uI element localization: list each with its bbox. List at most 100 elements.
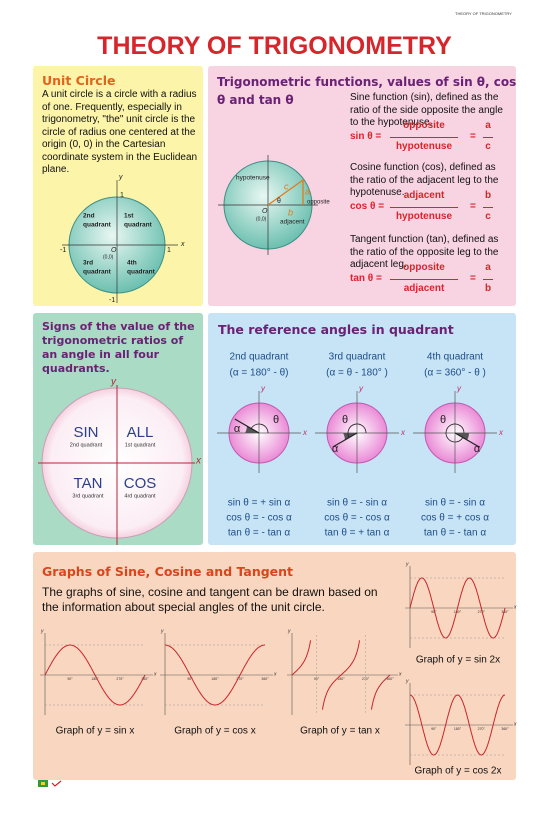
alpha-label: α bbox=[332, 443, 339, 455]
paragraph: Sine function (sin), defined as the rati… bbox=[350, 92, 503, 128]
axis-label: y bbox=[160, 628, 164, 634]
ratio-denominator: c bbox=[485, 141, 491, 152]
heading: Graphs of Sine, Cosine and Tangent bbox=[42, 564, 294, 579]
x-tick-label: 180° bbox=[211, 677, 219, 681]
quadrant: quadrant bbox=[83, 269, 112, 276]
axis-label: y bbox=[260, 384, 266, 393]
x-tick-label: 360° bbox=[501, 727, 509, 731]
axis-label: x bbox=[513, 721, 517, 727]
axis-label: x bbox=[195, 456, 202, 467]
caption: Graph of y = sin 2x bbox=[416, 655, 500, 666]
relation: (α = 360° - θ ) bbox=[424, 368, 486, 379]
relation: (α = 180° - θ) bbox=[230, 368, 289, 379]
quadrant-sign: TAN bbox=[74, 475, 103, 492]
axis-label: y bbox=[287, 628, 291, 634]
axis-label: y bbox=[456, 384, 462, 393]
ratio-denominator: b bbox=[484, 283, 492, 294]
heading: Signs of the value of the trigonometric … bbox=[42, 320, 195, 375]
x-tick-label: 360° bbox=[501, 610, 509, 614]
axis-label: y bbox=[118, 174, 123, 181]
alpha-label: α bbox=[234, 423, 241, 435]
axis-label: x bbox=[153, 671, 157, 677]
formula: tan θ = - tan α bbox=[424, 528, 486, 539]
x-tick-label: 180° bbox=[454, 610, 462, 614]
angle-label: θ bbox=[277, 198, 281, 205]
terminal-side bbox=[454, 432, 480, 448]
side-label: adjacent bbox=[280, 219, 305, 226]
formula: tan θ = - tan α bbox=[228, 528, 290, 539]
quadrant: 2nd bbox=[83, 213, 95, 220]
axis-tick: -1 bbox=[60, 247, 66, 254]
caption: Graph of y = tan x bbox=[300, 726, 380, 737]
axis-tick: 1 bbox=[120, 192, 124, 199]
quadrant: 4th bbox=[127, 260, 137, 267]
axis-tick: -1 bbox=[109, 297, 115, 304]
fraction-bar bbox=[483, 279, 493, 280]
side-label: hypotenuse bbox=[236, 175, 270, 182]
quadrant-sign: COS bbox=[124, 475, 157, 492]
axis-label: x bbox=[400, 428, 406, 437]
quadrant-name: 4th quadrant bbox=[427, 352, 483, 363]
fraction-bar bbox=[483, 137, 493, 138]
x-tick-label: 360° bbox=[141, 677, 149, 681]
denominator: hypotenuse bbox=[395, 141, 453, 152]
quadrant-label: 1st quadrant bbox=[125, 442, 156, 448]
x-tick-label: 90° bbox=[314, 677, 320, 681]
x-tick-label: 270° bbox=[478, 727, 486, 731]
axis-label: x bbox=[273, 671, 277, 677]
equals: = bbox=[470, 201, 476, 212]
x-tick-label: 180° bbox=[337, 677, 345, 681]
quadrant-name: 3rd quadrant bbox=[329, 352, 386, 363]
alpha-label: α bbox=[474, 443, 481, 455]
x-tick-label: 360° bbox=[386, 677, 394, 681]
x-tick-label: 270° bbox=[116, 677, 124, 681]
x-tick-label: 360° bbox=[261, 677, 269, 681]
formula: cos θ = + cos α bbox=[421, 513, 489, 524]
formula-lhs: tan θ = bbox=[350, 273, 382, 284]
axis-label: y bbox=[405, 561, 409, 567]
axis-label: x bbox=[498, 428, 504, 437]
paragraph: The graphs of sine, cosine and tangent c… bbox=[42, 585, 378, 614]
x-tick-label: 90° bbox=[187, 677, 193, 681]
quadrant-name: 2nd quadrant bbox=[230, 352, 289, 363]
theta-arc bbox=[445, 423, 465, 443]
caption: Graph of y = sin x bbox=[56, 726, 135, 737]
axis-label: y bbox=[110, 377, 117, 388]
curve bbox=[409, 694, 506, 756]
numerator: opposite bbox=[403, 262, 445, 273]
side-letter: a bbox=[305, 186, 310, 196]
paragraph: Tangent function (tan), defined as the r… bbox=[350, 234, 499, 270]
theta-label: θ bbox=[440, 414, 446, 426]
quadrant: quadrant bbox=[127, 269, 156, 276]
formula: sin θ = + sin α bbox=[228, 498, 291, 509]
quadrant-label: 4rd quadrant bbox=[124, 493, 156, 499]
theta-arc bbox=[250, 423, 269, 434]
origin-coords: (0,0) bbox=[256, 216, 267, 222]
formula: cos θ = - cos α bbox=[324, 513, 390, 524]
theta-label: θ bbox=[342, 414, 348, 426]
heading: Unit Circle bbox=[42, 73, 116, 88]
theta-label: θ bbox=[273, 414, 279, 426]
x-tick-label: 90° bbox=[67, 677, 73, 681]
axis-label: y bbox=[40, 628, 44, 634]
curve bbox=[165, 644, 265, 706]
side-label: opposite bbox=[307, 200, 330, 206]
heading: The reference angles in quadrant bbox=[218, 322, 454, 337]
curve bbox=[44, 644, 146, 706]
quadrant: 3rd bbox=[83, 260, 93, 267]
fraction-bar bbox=[390, 137, 458, 138]
terminal-side bbox=[234, 418, 260, 434]
axis-label: x bbox=[398, 671, 402, 677]
x-tick-label: 270° bbox=[236, 677, 244, 681]
quadrant-sign: SIN bbox=[73, 424, 98, 441]
fraction-bar bbox=[390, 207, 458, 208]
x-tick-label: 90° bbox=[431, 610, 437, 614]
heading: Trigonometric functions, values of sin θ… bbox=[217, 75, 517, 107]
ratio-denominator: c bbox=[485, 211, 491, 222]
quadrant: quadrant bbox=[124, 222, 153, 229]
origin: O bbox=[111, 247, 117, 254]
fraction-bar bbox=[390, 279, 458, 280]
triangle bbox=[267, 178, 304, 206]
